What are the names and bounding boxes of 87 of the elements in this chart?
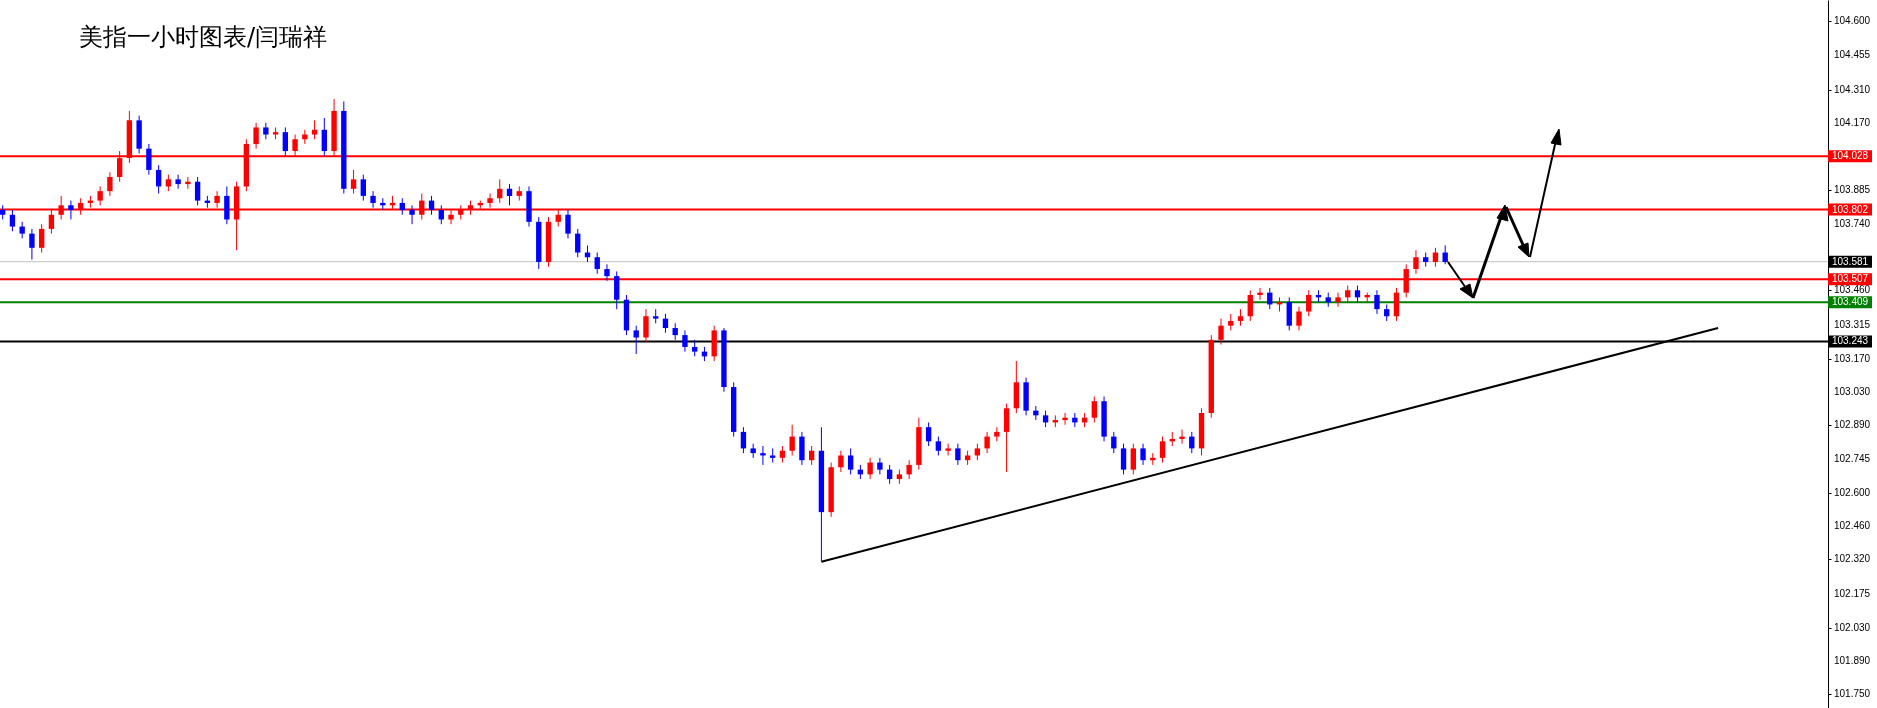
candlestick [1159, 436, 1166, 464]
candlestick [604, 263, 610, 282]
candlestick [194, 176, 201, 206]
candlestick [321, 117, 327, 157]
candlestick [877, 457, 883, 475]
y-tick-label: 103.170 [1834, 352, 1871, 364]
ref-line-label: 103.581 [1831, 255, 1869, 267]
candlestick [945, 443, 951, 456]
y-tick-label: 104.455 [1834, 49, 1871, 61]
candlestick [506, 183, 513, 206]
y-tick-label: 103.885 [1834, 183, 1871, 195]
candlestick [360, 174, 366, 202]
y-tick-label: 101.750 [1834, 687, 1871, 699]
candlestick [1179, 429, 1185, 445]
candlestick [1286, 296, 1292, 331]
candlestick [565, 209, 571, 239]
y-tick-label: 103.030 [1834, 385, 1871, 397]
y-tick-label: 103.740 [1834, 218, 1871, 230]
ref-line-label: 103.243 [1831, 335, 1869, 347]
candlestick [370, 190, 376, 209]
candlestick [155, 164, 162, 195]
candlestick [107, 171, 113, 197]
text: 美指一小时图表/闫瑞祥 [79, 23, 328, 51]
candlestick [1413, 249, 1419, 275]
y-tick-label: 102.460 [1834, 520, 1871, 532]
candlestick [350, 169, 357, 195]
candlestick [224, 185, 230, 225]
ref-line-label: 103.802 [1831, 203, 1869, 215]
candlestick [643, 308, 649, 343]
ref-line-label: 103.507 [1831, 273, 1869, 285]
y-tick-label: 101.890 [1834, 654, 1871, 666]
candlestick [1247, 289, 1253, 322]
candlestick [575, 228, 581, 258]
candlestick [409, 204, 415, 225]
candlestick [253, 122, 259, 150]
y-tick-label: 104.310 [1834, 83, 1871, 95]
candlestick [38, 223, 45, 254]
candlestick [97, 185, 103, 206]
candlestick [146, 143, 152, 176]
y-tick-label: 102.320 [1834, 553, 1871, 565]
candlestick [935, 436, 942, 456]
candlestick [838, 450, 844, 473]
candlestick [614, 270, 620, 310]
candlestick [906, 459, 912, 480]
candlestick [1130, 443, 1136, 475]
y-tick-label: 103.460 [1834, 284, 1871, 296]
candlestick [1306, 289, 1312, 317]
candlestick [311, 119, 318, 140]
candlestick [1374, 289, 1380, 315]
candlestick [1257, 287, 1263, 301]
y-tick-label: 103.315 [1834, 318, 1871, 330]
ref-line-label: 103.409 [1831, 296, 1869, 308]
candlestick [799, 431, 805, 466]
y-tick-label: 102.890 [1834, 418, 1871, 430]
candlestick [1003, 403, 1010, 473]
y-tick-label: 102.745 [1834, 453, 1871, 465]
candlestick [1296, 306, 1302, 331]
candlestick [633, 325, 639, 355]
candlestick [594, 252, 600, 275]
candlestick [68, 200, 74, 220]
candlestick [682, 329, 688, 353]
candlestick [789, 424, 795, 456]
candlestick [925, 421, 932, 447]
y-tick-label: 104.600 [1834, 15, 1871, 27]
candlestick [1120, 443, 1127, 475]
candlestick [760, 445, 766, 466]
candlestick [1335, 292, 1341, 308]
candlestick [185, 176, 191, 190]
candlestick [1062, 412, 1068, 426]
candlestick [282, 126, 289, 157]
candlestick [1393, 287, 1400, 322]
candlestick [1140, 443, 1146, 466]
candlestick [1091, 395, 1097, 423]
y-tick-label: 102.175 [1834, 587, 1871, 599]
y-tick-label: 102.030 [1834, 621, 1871, 633]
candlestick [1218, 318, 1224, 346]
candlestick [847, 447, 854, 475]
candlestick [9, 209, 16, 232]
candlestick [29, 228, 35, 261]
y-tick-label: 104.170 [1834, 116, 1871, 128]
candlestick [955, 443, 961, 466]
y-tick-label: 102.600 [1834, 487, 1871, 499]
candlestick [984, 431, 990, 454]
ref-line-label: 104.028 [1831, 150, 1869, 162]
candlestick [740, 426, 747, 454]
candlestick [175, 174, 181, 190]
candlestick [867, 457, 873, 480]
